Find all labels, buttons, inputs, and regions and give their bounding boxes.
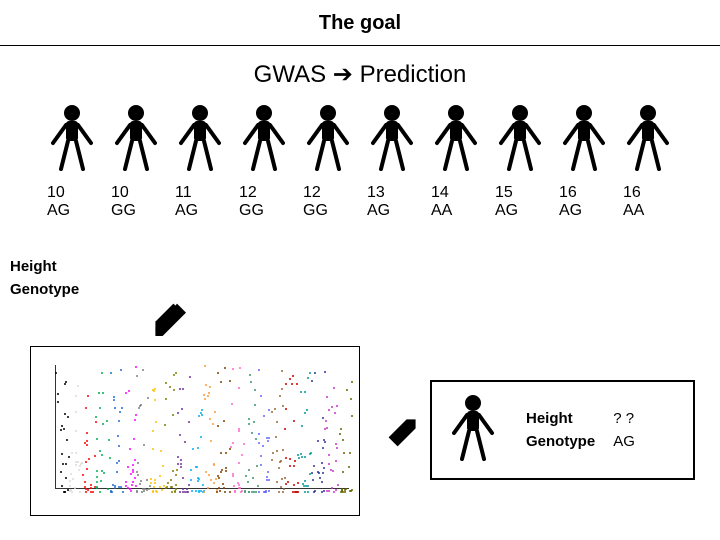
height-value: 11: [175, 184, 225, 202]
height-value: 12: [239, 184, 289, 202]
arrow-right-icon: ➔: [333, 61, 353, 88]
pred-height-value: ? ?: [613, 408, 651, 429]
prediction-text: Height ? ? Genotype AG: [524, 406, 653, 454]
prediction-person-icon: [448, 393, 498, 468]
genotype-value: AG: [367, 202, 417, 220]
page-title: The goal: [0, 0, 720, 35]
divider: [0, 45, 720, 46]
height-label: Height: [10, 258, 79, 275]
genotype-value: GG: [111, 202, 161, 220]
manhattan-plot: [30, 346, 360, 516]
genotype-label: Genotype: [10, 281, 79, 298]
people-row: [0, 103, 720, 178]
height-value: 15: [495, 184, 545, 202]
height-value: 16: [559, 184, 609, 202]
genotype-value: AG: [175, 202, 225, 220]
arrow-down-left-icon: [150, 300, 186, 336]
height-value: 13: [367, 184, 417, 202]
person-icon: [495, 103, 545, 173]
person-icon: [431, 103, 481, 173]
value-cell: 10AG: [47, 184, 97, 220]
person-icon: [623, 103, 673, 173]
value-cell: 11AG: [175, 184, 225, 220]
value-cell: 10GG: [111, 184, 161, 220]
subtitle-right: Prediction: [360, 61, 467, 88]
value-cell: 16AG: [559, 184, 609, 220]
value-cell: 12GG: [303, 184, 353, 220]
person-icon: [47, 103, 97, 173]
prediction-box: Height ? ? Genotype AG: [430, 380, 695, 480]
genotype-value: AG: [559, 202, 609, 220]
genotype-value: GG: [239, 202, 289, 220]
person-icon: [367, 103, 417, 173]
height-value: 10: [47, 184, 97, 202]
genotype-value: AG: [495, 202, 545, 220]
plot-axes: [55, 365, 349, 489]
height-value: 10: [111, 184, 161, 202]
pred-genotype-label: Genotype: [526, 431, 611, 452]
genotype-value: AG: [47, 202, 97, 220]
genotype-value: AA: [431, 202, 481, 220]
value-cell: 15AG: [495, 184, 545, 220]
pred-height-label: Height: [526, 408, 611, 429]
height-value: 14: [431, 184, 481, 202]
pred-genotype-value: AG: [613, 431, 651, 452]
person-icon: [303, 103, 353, 173]
subtitle-left: GWAS: [254, 61, 326, 88]
genotype-value: GG: [303, 202, 353, 220]
row-labels: Height Genotype: [10, 258, 79, 304]
height-value: 12: [303, 184, 353, 202]
genotype-value: AA: [623, 202, 673, 220]
arrow-up-right-icon: [385, 414, 421, 450]
value-cell: 12GG: [239, 184, 289, 220]
height-value: 16: [623, 184, 673, 202]
values-row: 10AG10GG11AG12GG12GG13AG14AA15AG16AG16AA: [0, 184, 720, 220]
value-cell: 16AA: [623, 184, 673, 220]
value-cell: 13AG: [367, 184, 417, 220]
subtitle: GWAS ➔ Prediction: [0, 60, 720, 89]
value-cell: 14AA: [431, 184, 481, 220]
person-icon: [175, 103, 225, 173]
person-icon: [559, 103, 609, 173]
person-icon: [448, 393, 498, 463]
person-icon: [239, 103, 289, 173]
person-icon: [111, 103, 161, 173]
